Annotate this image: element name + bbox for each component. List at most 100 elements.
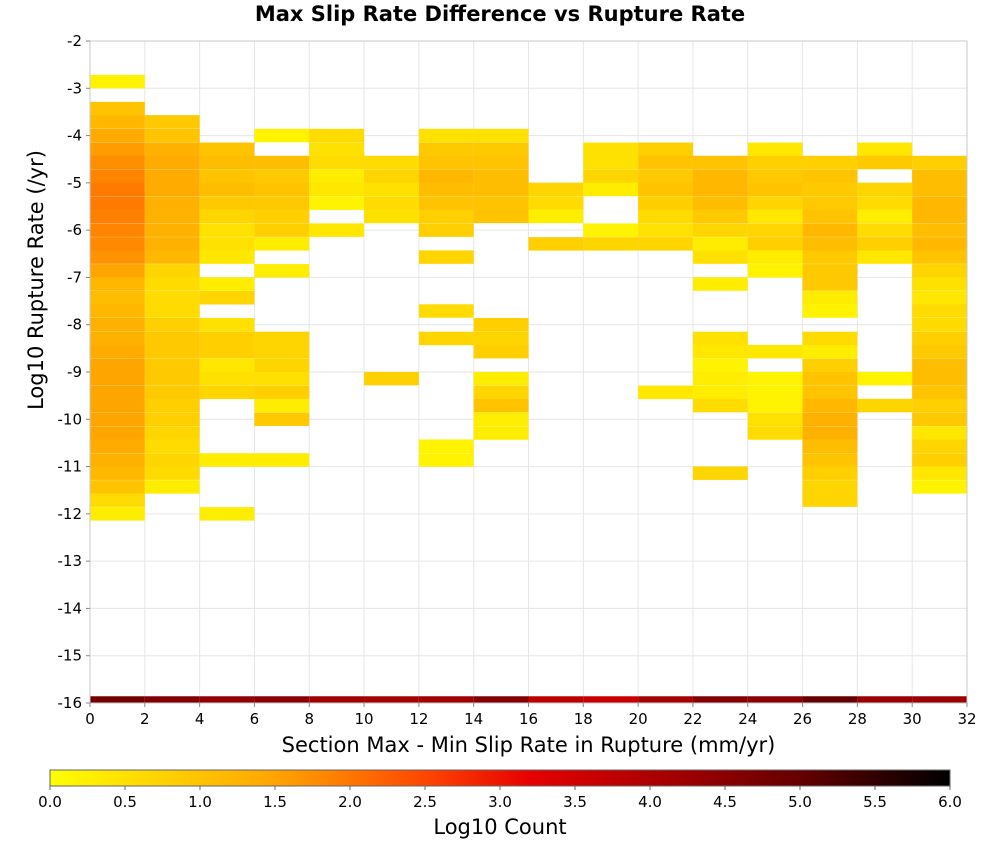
heatmap-cell: [473, 696, 529, 703]
heatmap-cell: [199, 223, 255, 237]
x-tick-label: 20: [629, 710, 648, 728]
heatmap-cell: [90, 155, 145, 170]
heatmap-cell: [638, 237, 693, 251]
heatmap-cell: [473, 412, 529, 427]
heatmap-cell: [857, 696, 913, 703]
heatmap-cell: [802, 237, 858, 251]
heatmap-cell: [528, 209, 584, 224]
heatmap-cell: [802, 209, 858, 224]
heatmap-cell: [802, 398, 858, 413]
heatmap-cell: [144, 412, 200, 427]
heatmap-cell: [418, 439, 474, 453]
heatmap-cell: [418, 209, 474, 224]
heatmap-cell: [364, 182, 419, 197]
heatmap-cell: [199, 291, 255, 305]
heatmap-cell: [473, 155, 529, 170]
heatmap-cell: [254, 223, 310, 237]
x-tick-label: 28: [848, 710, 867, 728]
y-axis-label: Log10 Rupture Rate (/yr): [24, 150, 48, 410]
y-tick-label: -14: [58, 599, 83, 617]
heatmap-cell: [473, 331, 529, 346]
heatmap-cell: [254, 237, 310, 251]
heatmap-cell: [309, 196, 365, 210]
heatmap-cell: [747, 155, 803, 170]
colorbar-gradient: [49, 769, 951, 787]
heatmap-cell: [199, 155, 255, 170]
heatmap-cell: [144, 453, 200, 467]
heatmap-cell: [90, 128, 145, 143]
heatmap-cell: [144, 317, 200, 332]
heatmap-cell: [912, 237, 967, 251]
heatmap-cell: [747, 196, 803, 210]
heatmap-cell: [802, 304, 858, 318]
heatmap-cell: [199, 331, 255, 346]
heatmap-cell: [144, 142, 200, 157]
heatmap-cell: [254, 264, 310, 278]
heatmap-cell: [583, 182, 639, 197]
heatmap-cell: [90, 209, 145, 224]
heatmap-cell: [199, 696, 255, 703]
heatmap-cell: [473, 344, 529, 359]
heatmap-cell: [912, 250, 967, 264]
heatmap-cell: [254, 453, 310, 467]
heatmap-cell: [144, 264, 200, 278]
heatmap-cell: [802, 182, 858, 197]
heatmap-cell: [90, 74, 145, 89]
colorbar-tick-label: 1.5: [263, 793, 287, 811]
heatmap-cell: [528, 182, 584, 197]
x-tick-label: 8: [304, 710, 314, 728]
heatmap-cell: [144, 128, 200, 143]
heatmap-cell: [90, 142, 145, 157]
heatmap-cell: [857, 209, 913, 224]
heatmap-cell: [364, 371, 419, 386]
heatmap-cell: [309, 223, 365, 237]
heatmap-cell: [747, 264, 803, 278]
heatmap-cell: [912, 398, 967, 413]
heatmap-cell: [692, 358, 748, 373]
heatmap-cell: [692, 277, 748, 291]
heatmap-cell: [583, 223, 639, 237]
heatmap-cell: [144, 155, 200, 170]
heatmap-cell: [857, 237, 913, 251]
heatmap-cell: [912, 412, 967, 427]
heatmap-cell: [638, 223, 693, 237]
heatmap-cell: [802, 196, 858, 210]
heatmap-cell: [418, 453, 474, 467]
heatmap-cell: [692, 250, 748, 264]
heatmap-cell: [912, 371, 967, 386]
heatmap-cell: [254, 169, 310, 183]
heatmap-cell: [254, 209, 310, 224]
heatmap-cell: [90, 480, 145, 494]
y-tick-label: -9: [67, 363, 82, 381]
heatmap-cell: [144, 466, 200, 480]
x-tick-label: 4: [195, 710, 205, 728]
heatmap-cell: [309, 142, 365, 157]
heatmap-cell: [418, 196, 474, 210]
heatmap-cell: [144, 696, 200, 703]
heatmap-cell: [254, 371, 310, 386]
heatmap-cell: [90, 439, 145, 453]
heatmap-cell: [802, 169, 858, 183]
heatmap-cell: [692, 223, 748, 237]
heatmap-cell: [199, 142, 255, 157]
heatmap-cell: [802, 291, 858, 305]
heatmap-cell: [418, 223, 474, 237]
heatmap-cell: [802, 250, 858, 264]
heatmap-cell: [309, 182, 365, 197]
heatmap-cell: [747, 385, 803, 400]
heatmap-cell: [583, 169, 639, 183]
heatmap-cell: [199, 358, 255, 373]
heatmap-cell: [364, 155, 419, 170]
heatmap-cell: [638, 142, 693, 157]
heatmap-cell: [747, 371, 803, 386]
heatmap-cell: [144, 169, 200, 183]
x-tick-label: 32: [957, 710, 976, 728]
heatmap-cell: [912, 196, 967, 210]
heatmap-cell: [418, 304, 474, 318]
heatmap-cell: [144, 480, 200, 494]
heatmap-cell: [912, 182, 967, 197]
heatmap-cell: [692, 696, 748, 703]
heatmap-cell: [199, 196, 255, 210]
heatmap-cell: [747, 209, 803, 224]
